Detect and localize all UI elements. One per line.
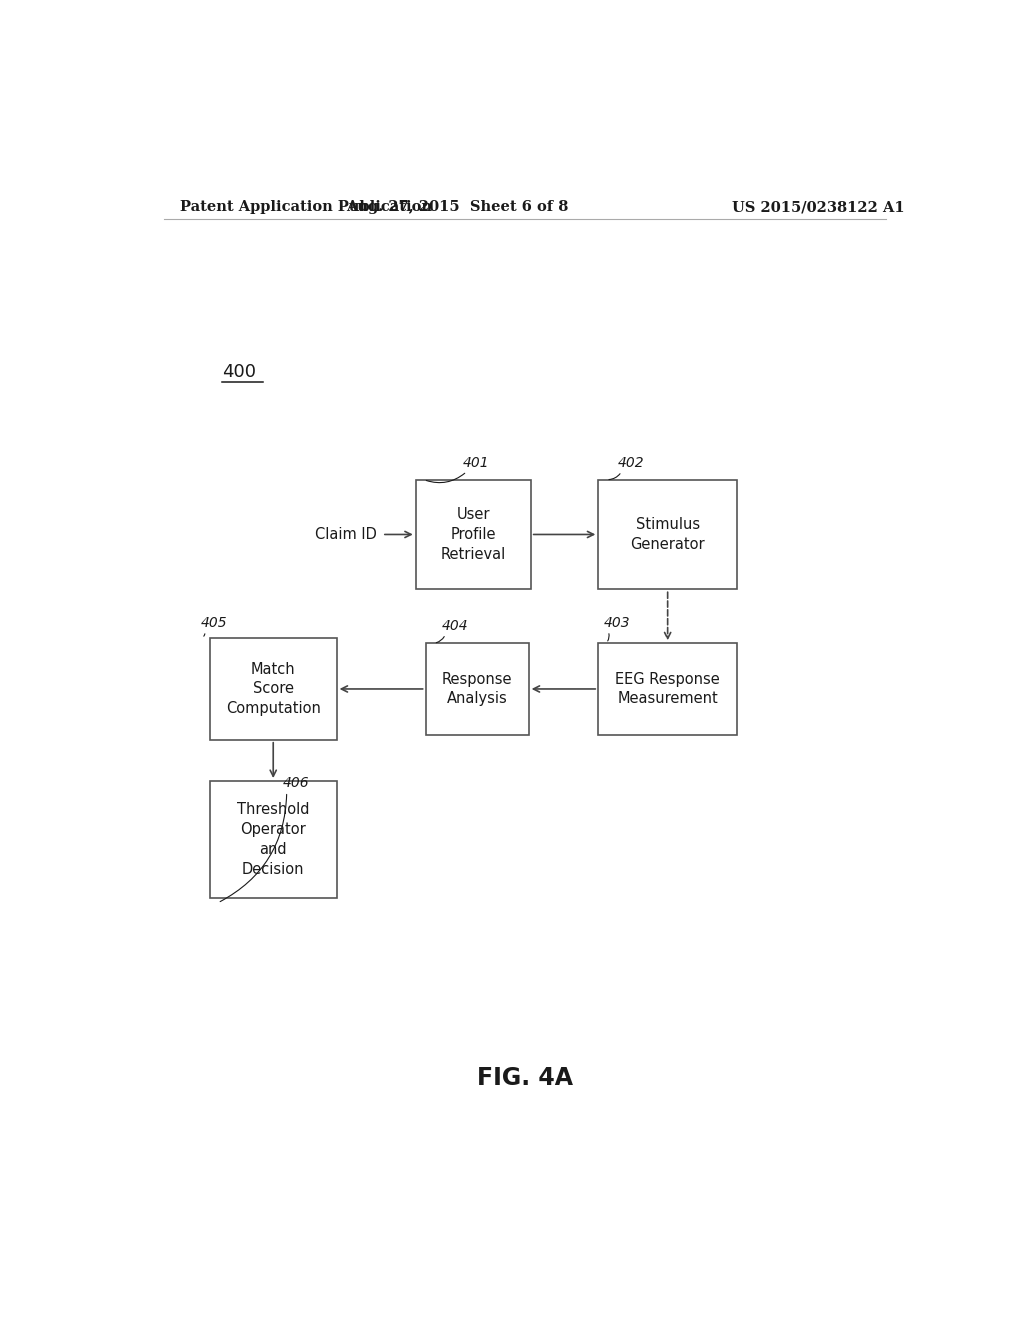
- Text: 402: 402: [617, 457, 644, 470]
- Text: Patent Application Publication: Patent Application Publication: [179, 201, 431, 214]
- Bar: [210, 781, 337, 898]
- Text: 403: 403: [604, 616, 631, 630]
- Text: 400: 400: [221, 363, 256, 381]
- Bar: [598, 643, 737, 735]
- Bar: [210, 638, 337, 739]
- Text: 404: 404: [441, 619, 468, 634]
- Text: Threshold
Operator
and
Decision: Threshold Operator and Decision: [237, 803, 309, 876]
- Text: FIG. 4A: FIG. 4A: [477, 1067, 572, 1090]
- Text: Claim ID: Claim ID: [315, 527, 377, 543]
- Text: Response
Analysis: Response Analysis: [442, 672, 512, 706]
- Bar: [598, 479, 737, 589]
- Bar: [426, 643, 528, 735]
- Text: User
Profile
Retrieval: User Profile Retrieval: [440, 507, 506, 562]
- Bar: [416, 479, 530, 589]
- Text: Match
Score
Computation: Match Score Computation: [225, 661, 321, 717]
- Text: Aug. 27, 2015  Sheet 6 of 8: Aug. 27, 2015 Sheet 6 of 8: [346, 201, 568, 214]
- Text: EEG Response
Measurement: EEG Response Measurement: [615, 672, 720, 706]
- Text: 401: 401: [463, 457, 489, 470]
- Text: US 2015/0238122 A1: US 2015/0238122 A1: [732, 201, 905, 214]
- Text: 405: 405: [201, 616, 227, 630]
- Text: Stimulus
Generator: Stimulus Generator: [631, 517, 705, 552]
- Text: 406: 406: [283, 776, 309, 791]
